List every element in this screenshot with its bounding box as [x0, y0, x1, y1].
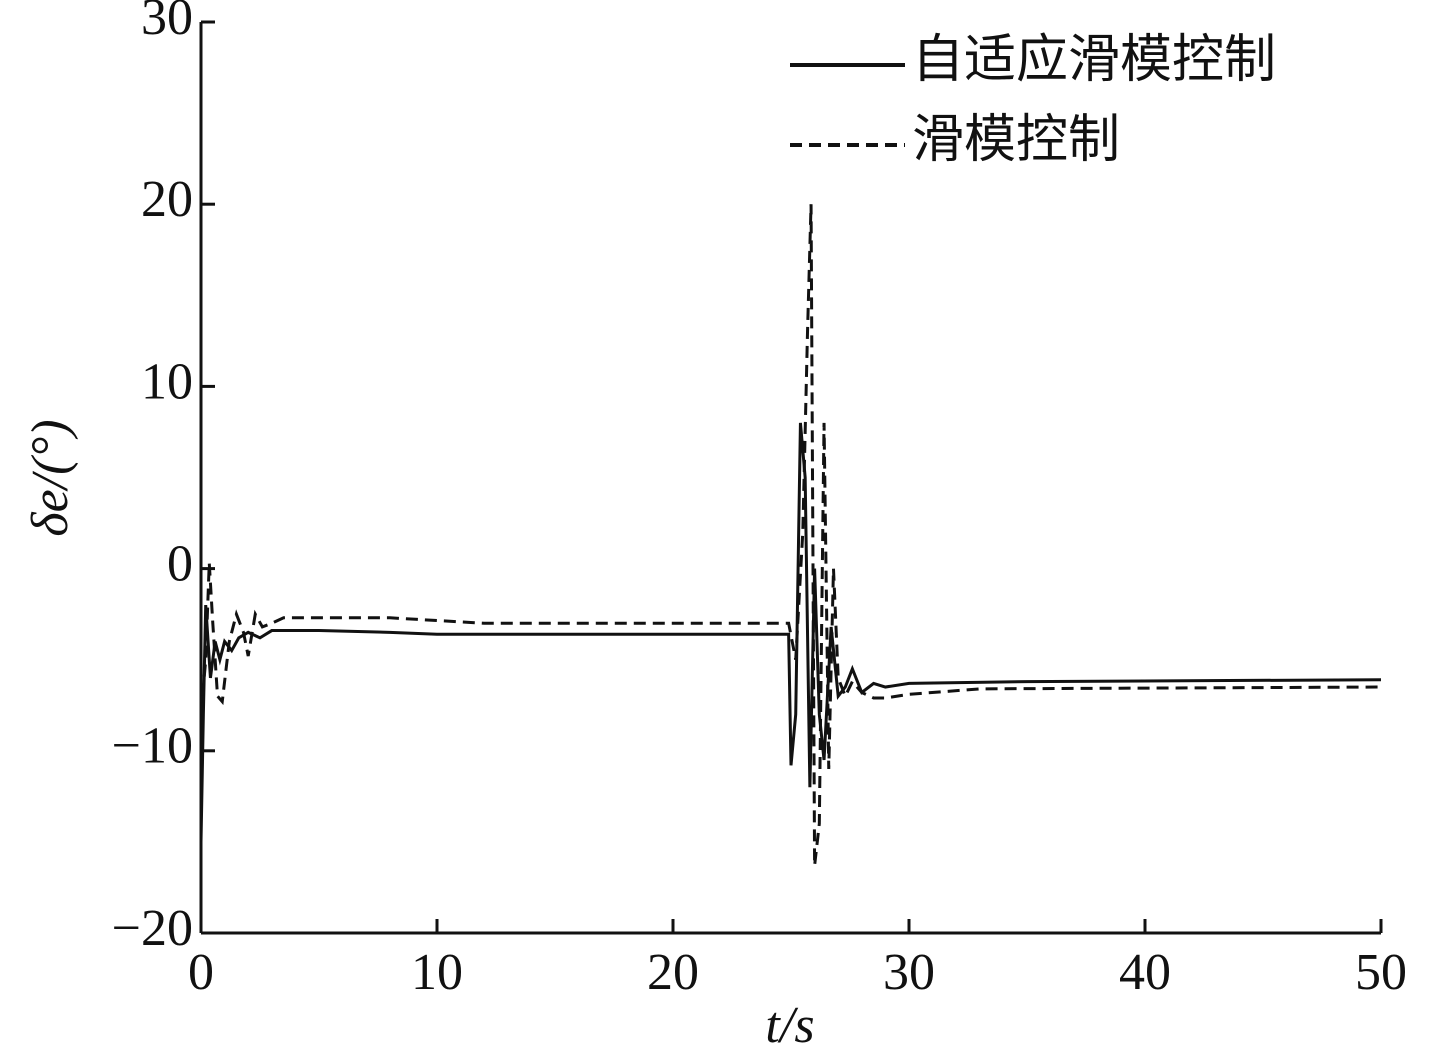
x-tick-label: 0 — [188, 944, 214, 1001]
y-tick-label: 30 — [141, 0, 193, 46]
series-line — [199, 204, 1382, 866]
x-tick-label: 30 — [883, 944, 935, 1001]
y-tick-label: 0 — [167, 536, 193, 593]
y-tick-label: −20 — [112, 900, 193, 957]
y-tick-label: −10 — [112, 718, 193, 775]
x-axis-label: t/s — [765, 997, 814, 1054]
x-tick-label: 10 — [411, 944, 463, 1001]
y-tick-label: 10 — [141, 353, 193, 410]
legend-label: 滑模控制 — [912, 112, 1120, 169]
x-tick-label: 50 — [1355, 944, 1407, 1001]
x-tick-label: 40 — [1119, 944, 1171, 1001]
legend-label: 自适应滑模控制 — [912, 32, 1276, 89]
y-axis-label: δe/(°) — [22, 419, 79, 536]
x-tick-label: 20 — [647, 944, 699, 1001]
y-tick-label: 20 — [141, 171, 193, 228]
series-line — [199, 422, 1382, 842]
